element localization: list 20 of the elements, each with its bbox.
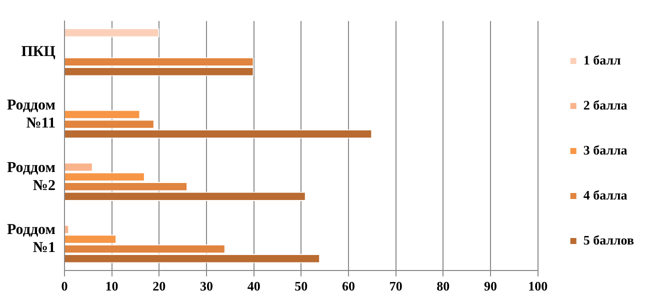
legend-label: 4 балла — [583, 187, 628, 202]
x-tick-label: 100 — [528, 278, 548, 294]
x-tick-label: 80 — [436, 278, 450, 294]
x-tick-label: 50 — [294, 278, 308, 294]
x-tick-label: 70 — [389, 278, 402, 294]
x-tick-label: 30 — [200, 278, 213, 294]
x-tick-label: 90 — [484, 278, 498, 294]
y-tick-label: Роддом №2 — [6, 160, 56, 194]
legend-label: 3 балла — [583, 142, 628, 158]
x-tick-label: 20 — [152, 278, 166, 294]
x-tick-label: 10 — [105, 278, 118, 294]
legend-label: 1 балл — [583, 52, 621, 68]
legend-label: 2 балла — [583, 97, 628, 112]
y-tick-label: Роддом №1 — [6, 222, 56, 256]
x-tick-label: 40 — [247, 278, 260, 294]
y-tick-label: ПКЦ — [21, 44, 56, 60]
legend-label: 5 баллов — [583, 232, 634, 248]
x-tick-label: 60 — [342, 278, 355, 294]
x-tick-label: 0 — [61, 278, 68, 294]
y-tick-label: Роддом №11 — [6, 97, 56, 132]
